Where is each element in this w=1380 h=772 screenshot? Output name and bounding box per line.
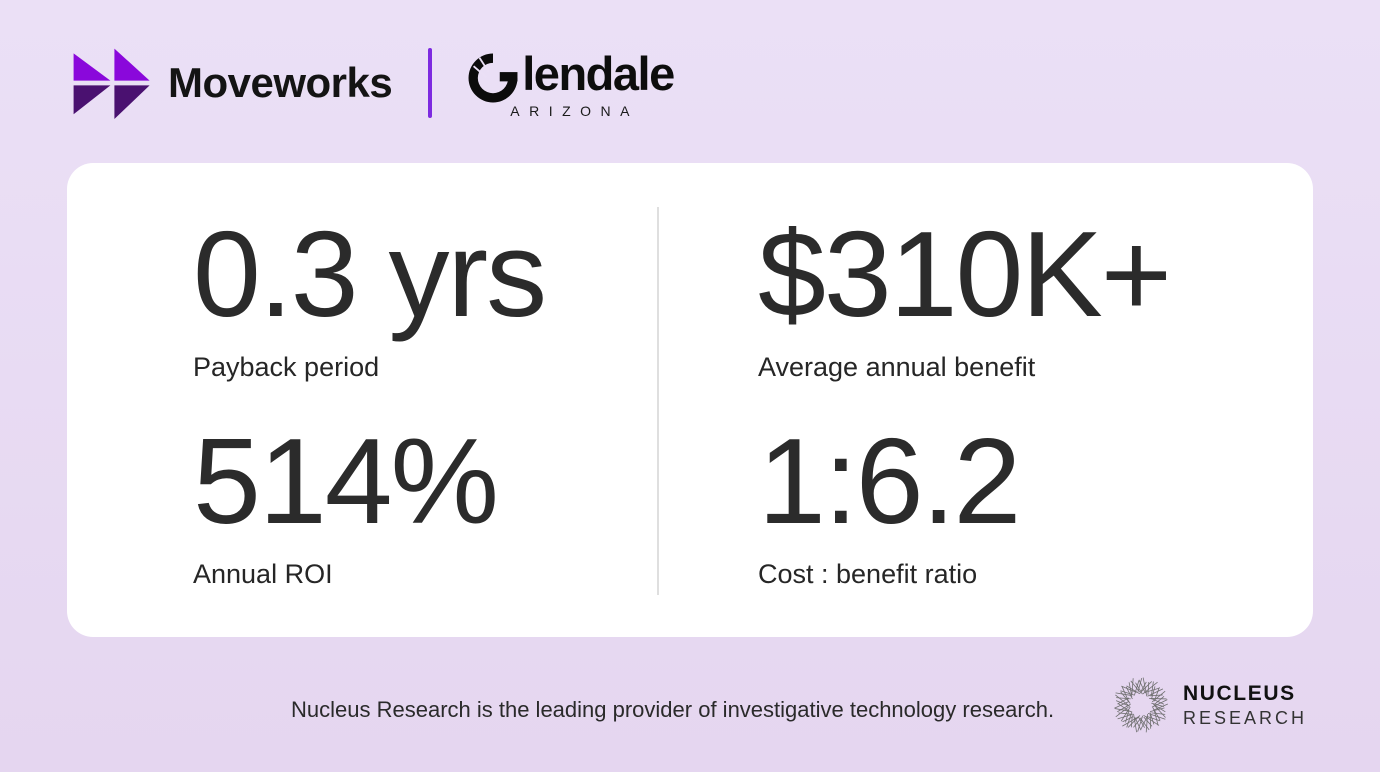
nucleus-burst-icon bbox=[1114, 677, 1169, 733]
glendale-wordmark: lendale ARIZONA bbox=[510, 47, 675, 119]
stat-cost-benefit-ratio: 1:6.2 Cost : benefit ratio bbox=[758, 413, 1021, 590]
stat-label: Annual ROI bbox=[193, 559, 333, 590]
moveworks-fast-forward-icon bbox=[73, 48, 150, 119]
stat-label: Average annual benefit bbox=[758, 352, 1036, 383]
stat-value: 514% bbox=[193, 413, 499, 549]
footer-tagline: Nucleus Research is the leading provider… bbox=[291, 697, 1055, 722]
stat-label: Cost : benefit ratio bbox=[758, 559, 978, 590]
moveworks-wordmark: Moveworks bbox=[168, 59, 393, 106]
brand-divider bbox=[428, 48, 433, 118]
stats-card: 0.3 yrs Payback period $310K+ Average an… bbox=[67, 163, 1313, 637]
nucleus-wordmark: NUCLEUS RESEARCH bbox=[1183, 682, 1307, 729]
glendale-wordmark-tail: lendale bbox=[522, 47, 675, 100]
stats-column-divider bbox=[657, 207, 659, 595]
header-logo-row: Moveworks lendale ARIZONA bbox=[72, 42, 675, 124]
stat-value: 0.3 yrs bbox=[193, 206, 547, 342]
moveworks-logo: Moveworks bbox=[72, 42, 393, 124]
nucleus-wordmark-line2: RESEARCH bbox=[1183, 707, 1308, 728]
glendale-state-label: ARIZONA bbox=[510, 103, 639, 119]
nucleus-wordmark-line1: NUCLEUS bbox=[1183, 681, 1296, 705]
stat-label: Payback period bbox=[193, 352, 380, 383]
stat-payback-period: 0.3 yrs Payback period bbox=[193, 206, 547, 383]
stat-value: $310K+ bbox=[758, 206, 1172, 342]
stat-annual-roi: 514% Annual ROI bbox=[193, 413, 499, 590]
glendale-logo: lendale ARIZONA bbox=[466, 47, 675, 119]
nucleus-research-logo: NUCLEUS RESEARCH bbox=[1112, 676, 1307, 734]
stat-value: 1:6.2 bbox=[758, 413, 1021, 549]
stat-average-annual-benefit: $310K+ Average annual benefit bbox=[758, 206, 1172, 383]
glendale-g-icon bbox=[468, 53, 518, 103]
